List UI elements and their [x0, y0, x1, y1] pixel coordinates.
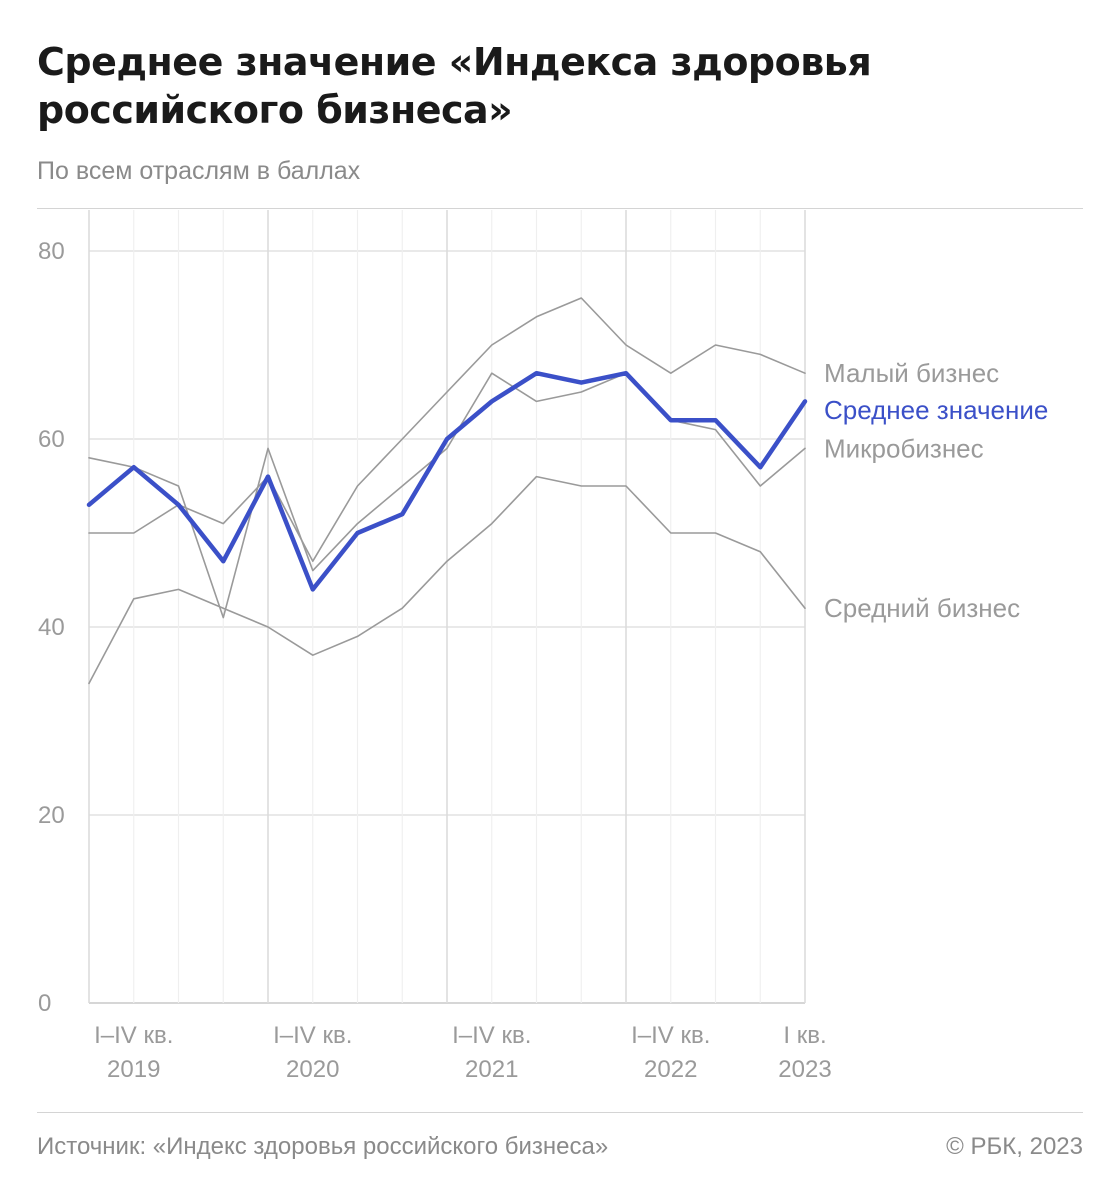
series-line	[86, 370, 808, 592]
x-tick-year: 2023	[778, 1056, 831, 1083]
source-note: Источник: «Индекс здоровья российского б…	[37, 1133, 609, 1160]
chart-subtitle: По всем отраслям в баллах	[37, 157, 361, 185]
y-tick-label: 20	[38, 802, 65, 829]
y-tick-label: 80	[38, 238, 65, 265]
y-axis-ticks: 0 20 40 60 80	[38, 238, 65, 1017]
x-tick-period: I–IV кв.	[94, 1022, 173, 1049]
series-label: Малый бизнес	[824, 358, 999, 388]
series-label: Микробизнес	[824, 433, 984, 463]
x-tick-period: I–IV кв.	[452, 1022, 531, 1049]
x-tick-year: 2019	[107, 1056, 160, 1083]
series-label: Среднее значение	[824, 395, 1048, 425]
x-axis-ticks: I–IV кв. 2019 I–IV кв. 2020 I–IV кв. 2021 I–IV…	[94, 1022, 832, 1083]
y-tick-label: 0	[38, 990, 51, 1017]
series-lines	[86, 297, 808, 685]
x-tick-period: I кв.	[783, 1022, 826, 1049]
series-label: Средний бизнес	[824, 593, 1020, 623]
bottom-divider	[37, 1112, 1083, 1113]
x-tick-year: 2022	[644, 1056, 697, 1083]
y-tick-label: 60	[38, 426, 65, 453]
series-labels: Малый бизнес Среднее значение Микробизнес С…	[824, 358, 1048, 623]
x-tick-year: 2020	[286, 1056, 339, 1083]
x-tick-year: 2021	[465, 1056, 518, 1083]
top-divider	[37, 208, 1083, 209]
series-line	[88, 297, 806, 563]
x-tick-period: I–IV кв.	[631, 1022, 710, 1049]
copyright: © РБК, 2023	[946, 1133, 1083, 1160]
x-tick-period: I–IV кв.	[273, 1022, 352, 1049]
series-line	[88, 475, 806, 685]
y-tick-label: 40	[38, 614, 65, 641]
chart-title: Среднее значение «Индекса здоровья росси…	[37, 40, 872, 132]
grid-lines	[88, 210, 806, 1004]
series-line	[88, 372, 806, 619]
